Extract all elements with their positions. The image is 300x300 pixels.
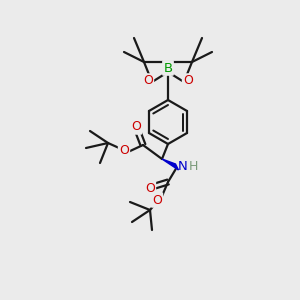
- Text: B: B: [164, 61, 172, 74]
- Text: O: O: [131, 121, 141, 134]
- Text: H: H: [188, 160, 198, 172]
- Text: O: O: [152, 194, 162, 206]
- Text: N: N: [178, 160, 188, 172]
- Polygon shape: [162, 159, 178, 170]
- Text: O: O: [183, 74, 193, 88]
- Text: O: O: [143, 74, 153, 88]
- Text: O: O: [119, 145, 129, 158]
- Text: O: O: [145, 182, 155, 194]
